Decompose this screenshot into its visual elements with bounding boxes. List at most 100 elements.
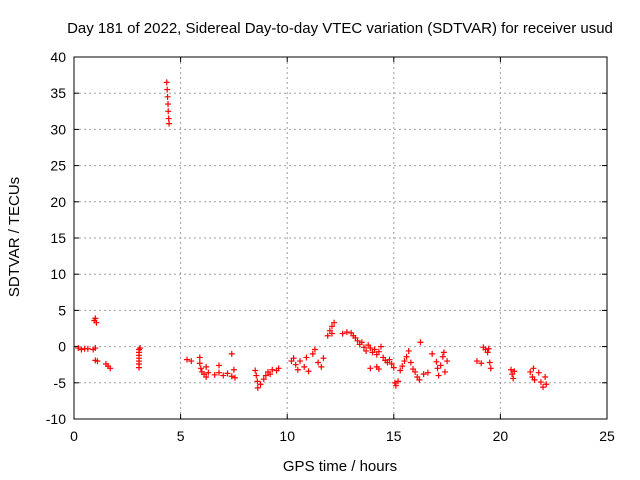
data-point xyxy=(254,384,261,391)
data-point xyxy=(165,101,172,108)
data-point xyxy=(260,376,267,383)
data-point xyxy=(537,379,544,386)
data-point xyxy=(429,350,436,357)
data-point xyxy=(165,108,172,115)
data-point xyxy=(136,364,143,371)
data-point xyxy=(165,115,172,122)
data-point xyxy=(403,353,410,360)
data-point xyxy=(391,379,398,386)
axis-ticks: 0 5 10 15 20 25 -10 -5 0 5 10 15 20 25 30 35 40 xyxy=(46,49,615,444)
y-tick-label: 15 xyxy=(50,230,66,246)
data-point xyxy=(196,360,203,367)
data-point xyxy=(203,363,210,370)
data-point xyxy=(360,344,367,351)
data-point xyxy=(392,382,399,389)
data-point xyxy=(367,345,374,352)
data-point xyxy=(417,339,424,346)
data-point xyxy=(531,376,538,383)
data-point xyxy=(324,332,331,339)
data-point xyxy=(275,365,282,372)
grid-lines xyxy=(74,57,607,419)
data-point xyxy=(318,363,325,370)
data-point xyxy=(166,120,173,127)
data-point xyxy=(75,345,82,352)
data-point xyxy=(269,366,276,373)
data-point xyxy=(196,354,203,361)
data-point xyxy=(78,346,85,353)
data-point xyxy=(252,367,259,374)
data-point xyxy=(543,381,550,388)
data-point xyxy=(183,356,190,363)
y-tick-label: 10 xyxy=(50,266,66,282)
y-tick-label: -10 xyxy=(46,411,66,427)
data-point xyxy=(253,372,260,379)
chart-title: Day 181 of 2022, Sidereal Day-to-day VTE… xyxy=(67,20,613,37)
data-points xyxy=(75,79,550,391)
data-point xyxy=(407,359,414,366)
data-point xyxy=(484,349,491,356)
data-point xyxy=(164,93,171,100)
data-point xyxy=(405,347,412,354)
y-axis-label: SDTVAR / TECUs xyxy=(6,177,23,297)
x-axis-label: GPS time / hours xyxy=(283,458,397,475)
data-point xyxy=(320,355,327,362)
data-point xyxy=(230,366,237,373)
data-point xyxy=(290,355,297,362)
data-point xyxy=(399,363,406,370)
data-point xyxy=(343,329,350,336)
data-point xyxy=(92,315,99,322)
data-point xyxy=(439,353,446,360)
x-tick-label: 0 xyxy=(70,428,78,444)
data-point xyxy=(292,361,299,368)
data-point xyxy=(294,366,301,373)
data-point xyxy=(434,365,441,372)
data-point xyxy=(262,372,269,379)
data-point xyxy=(328,330,335,337)
data-point xyxy=(339,330,346,337)
data-point xyxy=(358,339,365,346)
y-tick-label: 0 xyxy=(58,339,66,355)
data-point xyxy=(267,371,274,378)
data-point xyxy=(437,362,444,369)
data-point xyxy=(486,359,493,366)
y-tick-label: 35 xyxy=(50,85,66,101)
data-point xyxy=(440,349,447,356)
x-tick-label: 25 xyxy=(599,428,615,444)
data-point xyxy=(367,365,374,372)
data-point xyxy=(510,375,517,382)
data-point xyxy=(444,358,451,365)
data-point xyxy=(416,376,423,383)
data-point xyxy=(254,378,261,385)
data-point xyxy=(371,346,378,353)
data-point xyxy=(424,369,431,376)
data-point xyxy=(107,365,114,372)
data-point xyxy=(395,378,402,385)
data-point xyxy=(508,366,515,373)
data-point xyxy=(530,365,537,372)
data-point xyxy=(163,79,170,86)
data-point xyxy=(390,364,397,371)
data-point xyxy=(203,374,210,381)
y-tick-label: 40 xyxy=(50,49,66,65)
data-point xyxy=(94,358,101,365)
data-point xyxy=(220,372,227,379)
data-point xyxy=(315,359,322,366)
data-point xyxy=(375,348,382,355)
y-tick-label: 25 xyxy=(50,158,66,174)
data-point xyxy=(137,345,144,352)
data-point xyxy=(478,360,485,367)
x-tick-label: 20 xyxy=(493,428,509,444)
data-point xyxy=(228,373,235,380)
data-point xyxy=(303,354,310,361)
data-point xyxy=(363,347,370,354)
data-point xyxy=(311,346,318,353)
y-tick-label: 30 xyxy=(50,121,66,137)
data-point xyxy=(420,371,427,378)
data-point xyxy=(527,368,534,375)
data-point xyxy=(435,372,442,379)
data-point xyxy=(540,384,547,391)
y-tick-label: 20 xyxy=(50,194,66,210)
data-point xyxy=(197,365,204,372)
